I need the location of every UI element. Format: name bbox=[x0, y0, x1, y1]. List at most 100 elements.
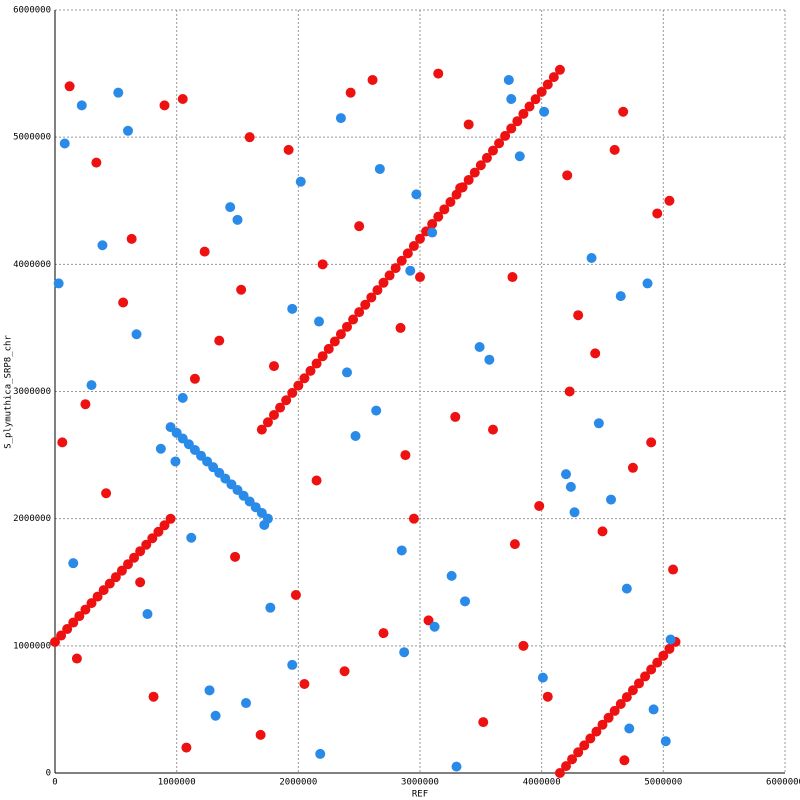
point bbox=[74, 611, 85, 622]
point bbox=[405, 265, 416, 276]
x-tick-label: 2000000 bbox=[279, 778, 317, 788]
point bbox=[350, 431, 361, 442]
point bbox=[269, 361, 279, 372]
point bbox=[621, 692, 632, 703]
point bbox=[615, 699, 626, 710]
x-axis-label: REF bbox=[412, 790, 428, 800]
point bbox=[648, 704, 659, 715]
y-tick-label: 1000000 bbox=[13, 641, 51, 651]
point bbox=[265, 602, 276, 613]
point bbox=[427, 219, 438, 230]
point bbox=[451, 761, 462, 772]
point bbox=[530, 94, 541, 105]
point bbox=[236, 284, 247, 295]
point bbox=[91, 157, 102, 168]
point bbox=[295, 176, 306, 187]
point bbox=[512, 116, 523, 127]
point bbox=[660, 736, 671, 747]
point bbox=[64, 81, 75, 92]
point bbox=[204, 685, 215, 696]
point bbox=[469, 167, 480, 178]
point bbox=[129, 552, 140, 563]
point bbox=[255, 729, 266, 740]
point bbox=[474, 341, 485, 352]
point bbox=[518, 108, 529, 119]
point bbox=[668, 564, 679, 575]
point bbox=[396, 255, 407, 266]
point bbox=[53, 278, 64, 289]
point bbox=[59, 138, 70, 149]
point bbox=[372, 285, 383, 296]
point bbox=[554, 768, 565, 778]
point bbox=[135, 546, 146, 557]
point bbox=[342, 367, 352, 378]
point bbox=[189, 373, 200, 384]
point bbox=[71, 653, 82, 664]
point bbox=[408, 513, 419, 524]
point bbox=[177, 94, 188, 105]
point bbox=[181, 742, 192, 753]
point bbox=[579, 740, 590, 751]
point bbox=[402, 248, 413, 259]
point bbox=[287, 303, 298, 314]
point bbox=[455, 183, 466, 194]
x-tick-label: 3000000 bbox=[401, 778, 439, 788]
point bbox=[153, 526, 164, 537]
point bbox=[290, 589, 301, 600]
point bbox=[506, 123, 517, 134]
x-tick-label: 4000000 bbox=[523, 778, 561, 788]
point bbox=[317, 351, 328, 362]
point bbox=[323, 343, 334, 354]
point bbox=[269, 409, 279, 420]
y-tick-label: 0 bbox=[46, 769, 51, 779]
point bbox=[460, 596, 471, 607]
point bbox=[488, 145, 498, 156]
point bbox=[262, 417, 273, 428]
point bbox=[50, 637, 60, 648]
point bbox=[475, 160, 486, 171]
point bbox=[573, 747, 584, 758]
y-tick-label: 6000000 bbox=[13, 6, 51, 16]
point bbox=[57, 437, 68, 448]
point bbox=[186, 532, 197, 543]
x-tick-label: 6000000 bbox=[766, 778, 800, 788]
point bbox=[147, 533, 158, 544]
point bbox=[446, 570, 457, 581]
point bbox=[329, 336, 340, 347]
point bbox=[345, 87, 356, 98]
point bbox=[561, 469, 571, 480]
point bbox=[652, 208, 663, 219]
point bbox=[62, 624, 73, 635]
point bbox=[597, 526, 608, 537]
point bbox=[445, 196, 456, 207]
point bbox=[395, 322, 406, 333]
point bbox=[597, 719, 608, 730]
point bbox=[481, 152, 492, 163]
point bbox=[415, 233, 425, 244]
point bbox=[256, 424, 267, 435]
point bbox=[411, 189, 422, 200]
point bbox=[135, 577, 146, 588]
point bbox=[123, 559, 133, 570]
y-axis-label: S_plymuthica_SRP8_chr bbox=[4, 335, 14, 449]
point bbox=[287, 387, 298, 398]
point bbox=[259, 520, 270, 531]
point bbox=[159, 100, 170, 111]
point bbox=[624, 723, 635, 734]
point bbox=[423, 615, 434, 626]
point bbox=[123, 125, 133, 136]
point bbox=[113, 87, 124, 98]
point bbox=[241, 698, 252, 709]
point bbox=[80, 604, 91, 615]
point bbox=[603, 712, 614, 723]
point bbox=[640, 671, 651, 682]
point bbox=[366, 292, 377, 303]
point bbox=[586, 252, 597, 263]
point bbox=[165, 513, 176, 524]
point bbox=[311, 358, 322, 369]
point bbox=[488, 424, 498, 435]
point bbox=[315, 748, 326, 759]
y-tick-label: 4000000 bbox=[13, 260, 51, 270]
point bbox=[214, 335, 225, 346]
